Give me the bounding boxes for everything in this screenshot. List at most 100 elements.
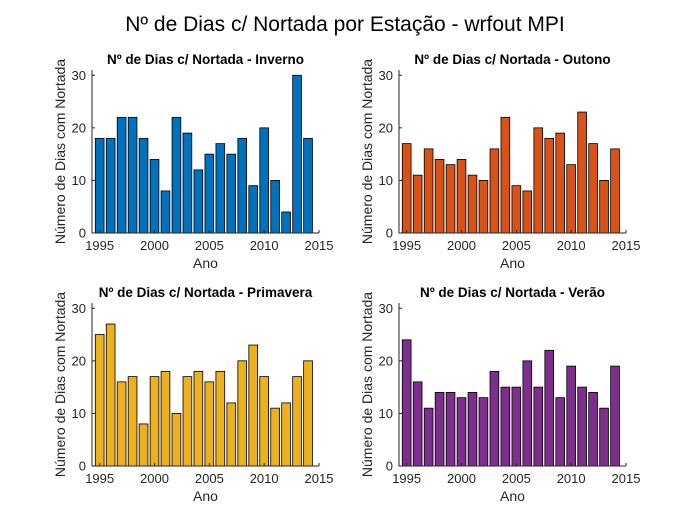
bar-primavera-2012 (281, 402, 291, 467)
bar-verao-2013 (599, 407, 609, 467)
bar-verao-2012 (588, 391, 598, 467)
x-tick-label: 2000 (140, 471, 169, 486)
bar-outono-2008 (544, 137, 555, 234)
bar-outono-2012 (588, 143, 598, 234)
x-tick-label: 2015 (305, 238, 334, 253)
y-tick-label: 20 (379, 353, 393, 368)
x-axis-label-outono: Ano (500, 255, 525, 271)
bar-outono-2014 (610, 148, 620, 234)
bar-primavera-2014 (303, 360, 313, 467)
bar-outono-2013 (599, 180, 609, 234)
bar-inverno-1999 (138, 137, 149, 234)
bar-outono-2005 (511, 185, 522, 234)
bar-inverno-2012 (281, 211, 291, 234)
bar-outono-1999 (445, 164, 456, 234)
bar-inverno-1997 (116, 116, 127, 234)
bar-inverno-2006 (215, 143, 226, 234)
bar-primavera-1999 (138, 423, 149, 467)
bar-inverno-2005 (204, 153, 215, 234)
x-tick-label: 2010 (557, 238, 586, 253)
bar-outono-1998 (434, 158, 445, 234)
bar-verao-2011 (577, 386, 587, 467)
y-axis-label-verao: Número de Dias com Nortada (359, 292, 375, 477)
bar-outono-2002 (478, 180, 489, 234)
bar-verao-2005 (511, 386, 522, 467)
bar-primavera-1998 (127, 376, 138, 467)
bar-inverno-2007 (226, 153, 237, 234)
bar-outono-2001 (467, 174, 478, 234)
y-tick-label: 30 (379, 301, 393, 316)
x-tick-label: 2000 (447, 471, 476, 486)
bar-inverno-1995 (94, 137, 105, 234)
x-tick-label: 2015 (612, 471, 641, 486)
y-axis-label-inverno: Número de Dias com Nortada (52, 59, 68, 244)
bar-inverno-2008 (237, 137, 248, 234)
bar-outono-1995 (401, 143, 412, 234)
y-tick-label: 20 (72, 353, 86, 368)
x-tick-label: 2015 (612, 238, 641, 253)
bar-primavera-2006 (215, 370, 226, 467)
bar-primavera-2008 (237, 360, 248, 467)
bar-verao-1995 (401, 339, 412, 467)
y-tick-label: 10 (72, 406, 86, 421)
bar-outono-1997 (423, 148, 434, 234)
y-tick-label: 0 (386, 459, 393, 474)
bar-inverno-2010 (259, 127, 269, 234)
x-tick-label: 2005 (502, 238, 531, 253)
y-tick-label: 10 (379, 406, 393, 421)
bar-outono-2004 (500, 116, 511, 234)
panel-title-inverno: Nº de Dias c/ Nortada - Inverno (107, 52, 304, 67)
bar-verao-1999 (445, 391, 456, 467)
bar-verao-2006 (522, 360, 533, 467)
x-tick-label: 1995 (392, 238, 421, 253)
bar-outono-2010 (566, 164, 576, 234)
bar-verao-2008 (544, 349, 555, 467)
bar-inverno-2003 (182, 132, 193, 234)
bar-inverno-2013 (292, 74, 302, 234)
bar-inverno-2014 (303, 137, 313, 234)
y-tick-label: 30 (72, 301, 86, 316)
x-tick-label: 2010 (250, 238, 279, 253)
bar-outono-2007 (533, 127, 544, 234)
figure-title: Nº de Dias c/ Nortada por Estação - wrfo… (125, 13, 565, 36)
bar-primavera-2010 (259, 376, 269, 467)
x-tick-label: 2010 (250, 471, 279, 486)
bar-verao-2007 (533, 386, 544, 467)
bar-primavera-2009 (248, 344, 258, 467)
y-tick-label: 0 (79, 459, 86, 474)
x-tick-label: 2015 (305, 471, 334, 486)
y-tick-label: 20 (379, 120, 393, 135)
bar-outono-1996 (412, 174, 423, 234)
bar-verao-2014 (610, 365, 620, 467)
bar-verao-2009 (555, 397, 565, 467)
y-tick-label: 30 (379, 68, 393, 83)
x-tick-label: 1995 (85, 471, 114, 486)
x-tick-label: 1995 (85, 238, 114, 253)
bar-verao-2010 (566, 365, 576, 467)
bar-verao-2000 (456, 397, 467, 467)
panel-inverno: 0 10 20 30 1995 2000 2005 2010 2015 Nº de Dias c/… (52, 52, 333, 271)
x-axis-label-primavera: Ano (193, 488, 218, 504)
y-tick-label: 0 (79, 226, 86, 241)
bar-inverno-2004 (193, 169, 204, 234)
panel-title-outono: Nº de Dias c/ Nortada - Outono (414, 52, 610, 67)
bar-primavera-2013 (292, 376, 302, 467)
bar-primavera-1996 (105, 323, 116, 467)
bar-verao-1997 (423, 407, 434, 467)
bar-verao-2001 (467, 391, 478, 467)
bar-inverno-2001 (160, 190, 171, 234)
panel-title-primavera: Nº de Dias c/ Nortada - Primavera (99, 285, 313, 300)
bar-primavera-2001 (160, 370, 171, 467)
bar-primavera-1995 (94, 334, 105, 467)
x-tick-label: 2005 (195, 238, 224, 253)
x-tick-label: 2010 (557, 471, 586, 486)
y-axis-label-outono: Número de Dias com Nortada (359, 59, 375, 244)
bar-primavera-1997 (116, 381, 127, 467)
bar-verao-2003 (489, 370, 500, 467)
x-tick-label: 2005 (195, 471, 224, 486)
panel-primavera: 0 10 20 30 1995 2000 2005 2010 2015 Nº de Dias c/… (52, 285, 333, 504)
bar-outono-2003 (489, 148, 500, 234)
x-tick-label: 2005 (502, 471, 531, 486)
